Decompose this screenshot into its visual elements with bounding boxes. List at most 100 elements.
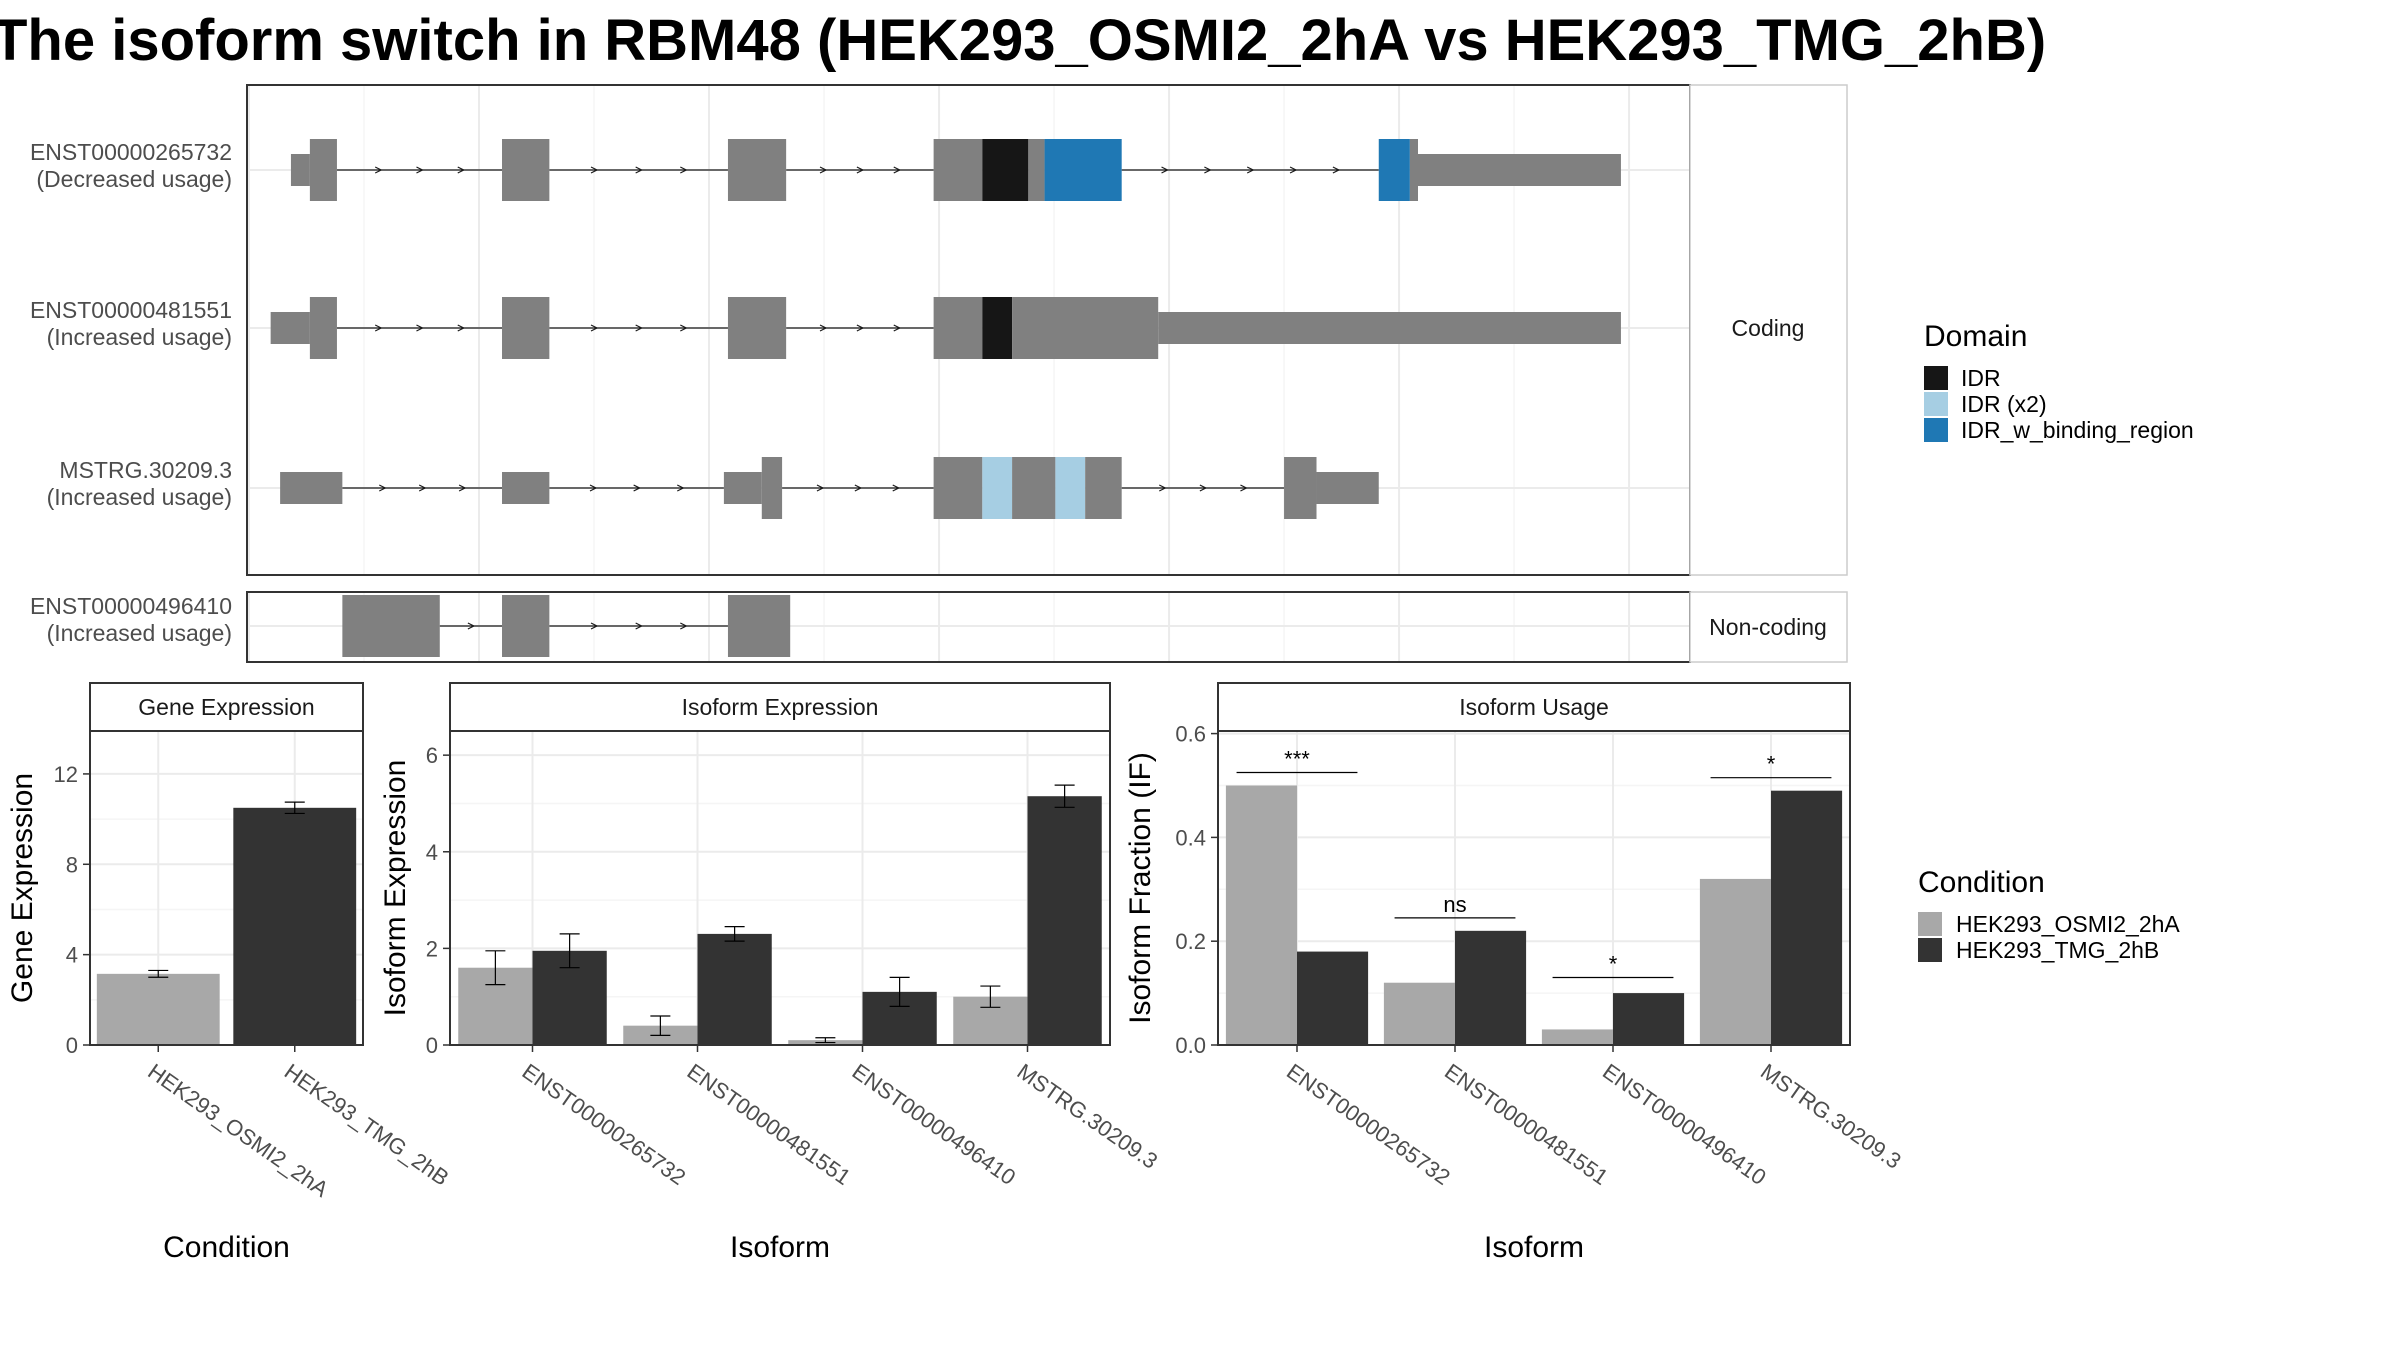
intron-arrow [374,324,383,332]
transcript-id-label: MSTRG.30209.3 [59,457,232,483]
y-tick-label: 0.4 [1175,825,1206,850]
exon-cds [1284,457,1317,519]
intron-arrow [1199,484,1208,492]
bar [1541,1029,1613,1045]
bar [233,807,357,1045]
bar [1771,790,1843,1045]
bar [1613,993,1685,1045]
x-tick-label: ENST00000265732 [1282,1059,1455,1190]
intron-arrow [677,484,685,492]
transcript-usage-label: (Increased usage) [47,484,232,510]
exon-cds [727,139,787,201]
y-tick-label: 0 [426,1033,438,1058]
y-tick-label: 6 [426,743,438,768]
intron-arrow [635,324,644,332]
legend-label: IDR (x2) [1961,391,2047,417]
intron-arrow [1332,166,1341,174]
intron-arrow [418,484,427,492]
exon-utr [1417,154,1621,186]
condition-legend-title: Condition [1918,866,2045,899]
intron-arrow [892,484,901,492]
exon-utr [1316,472,1379,504]
intron-arrow [816,484,825,492]
bar [1699,878,1771,1045]
x-tick-label: MSTRG.30209.3 [1756,1059,1906,1174]
chart-title: Gene Expression [138,694,314,720]
domain-legend-title: Domain [1924,320,2027,353]
chart-title: Isoform Expression [682,694,879,720]
x-tick-label: ENST00000481551 [683,1059,856,1190]
exon-cds [1012,297,1159,359]
intron-arrow [1161,166,1169,174]
intron-arrow [374,166,383,174]
x-tick-label: MSTRG.30209.3 [1013,1059,1163,1174]
exon-idr [982,139,1029,201]
y-axis-title: Isoform Expression [379,760,412,1017]
x-tick-label: ENST00000481551 [1440,1059,1613,1190]
intron-arrow [680,166,688,174]
bar [1455,930,1527,1045]
bar [1383,982,1455,1045]
x-axis-title: Isoform [730,1231,830,1264]
bar [1027,796,1102,1045]
exon-cds [1028,139,1045,201]
exon-cds [933,457,983,519]
exon-cds [933,297,983,359]
x-tick-label: ENST00000265732 [518,1059,691,1190]
intron-arrow [1240,484,1248,492]
transcript-structure-panel: ENST00000265732(Decreased usage) ENST0000… [30,84,1848,663]
strip-box [1689,84,1848,576]
exon-utr [270,312,310,344]
x-axis-title: Isoform [1484,1231,1584,1264]
x-tick-label: ENST00000496410 [1598,1059,1771,1190]
significance-label: * [1609,952,1618,977]
intron-arrow [893,166,902,174]
legend-label: IDR_w_binding_region [1961,417,2194,443]
exon-utr [290,154,310,186]
exon-utr [723,472,762,504]
exon-cds [933,139,983,201]
intron-arrow [416,166,424,174]
chart-strip [1217,682,1851,732]
bar [96,973,220,1045]
exon-cds [309,139,337,201]
intron-arrow [635,622,644,630]
legend-key [1918,912,1942,936]
intron-arrow [590,166,599,174]
exon-idr [982,297,1013,359]
intron-arrow [893,324,902,332]
chart-strip [449,682,1111,732]
intron-arrow [856,166,865,174]
transcript-id-label: ENST00000481551 [30,297,232,323]
legend-key [1918,938,1942,962]
intron-arrow [635,166,644,174]
strip-box [1689,591,1848,663]
transcript-usage-label: (Increased usage) [47,324,232,350]
intron-arrow [590,622,599,630]
intron-arrow [1246,166,1255,174]
chart-title: Isoform Usage [1459,694,1609,720]
y-tick-label: 0.6 [1175,722,1206,747]
exon-nc [342,595,440,657]
intron-arrow [819,324,828,332]
intron-arrow [416,324,424,332]
intron-arrow [590,324,599,332]
intron-arrow [680,324,688,332]
intron-arrow [467,622,476,630]
exon-nc [727,595,791,657]
exon-nc [502,595,550,657]
exon-idr-x2- [1055,457,1086,519]
strip-noncoding: Non-coding [1709,614,1827,640]
intron-arrow [589,484,598,492]
y-tick-label: 8 [66,852,78,877]
intron-arrow [680,622,688,630]
transcript-usage-label: (Increased usage) [47,620,232,646]
exon-cds [727,297,787,359]
legend-key [1924,366,1948,390]
y-tick-label: 0 [66,1033,78,1058]
intron-arrow [458,484,467,492]
intron-arrow [1159,484,1167,492]
y-tick-label: 0.2 [1175,929,1206,954]
